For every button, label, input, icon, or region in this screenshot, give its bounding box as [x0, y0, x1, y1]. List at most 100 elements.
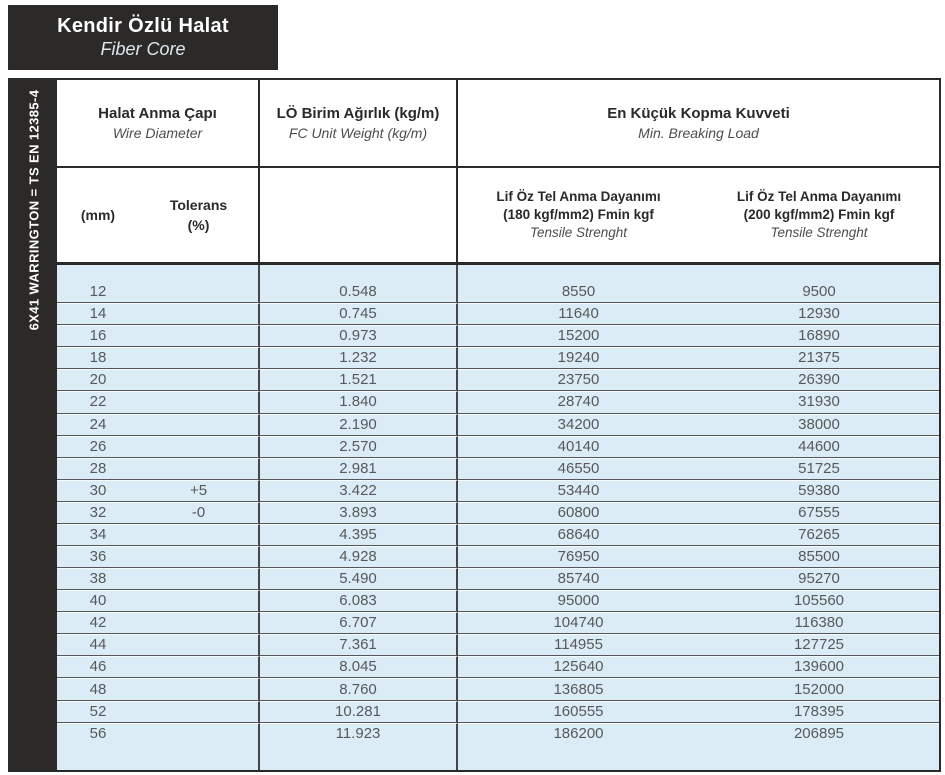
cell-mm: 40: [57, 590, 139, 613]
cell-fmin_180_kgf: 95000: [458, 590, 699, 613]
table-row: 20 1.521 23750 26390: [57, 369, 939, 392]
table-row: 26 2.570 40140 44600: [57, 435, 939, 458]
cell-unit_weight_kg_m: 3.893: [260, 501, 458, 524]
cell-fmin_180_kgf: 114955: [458, 634, 699, 657]
cell-unit_weight_kg_m: 2.570: [260, 435, 458, 458]
cell-fmin_180_kgf: 19240: [458, 347, 699, 370]
cell-fmin_180_kgf: 76950: [458, 546, 699, 569]
cell-mm: 14: [57, 303, 139, 326]
cell-fmin_200_kgf: 67555: [699, 501, 939, 524]
cell-unit_weight_kg_m: 0.973: [260, 325, 458, 348]
cell-fmin_200_kgf: 105560: [699, 590, 939, 613]
cell-unit_weight_kg_m: 2.190: [260, 413, 458, 436]
cell-unit_weight_kg_m: 1.840: [260, 391, 458, 414]
cell-fmin_200_kgf: 26390: [699, 369, 939, 392]
header-row-1: Halat Anma Çapı Wire Diameter LÖ Birim A…: [57, 80, 939, 168]
cell-unit_weight_kg_m: 0.745: [260, 303, 458, 326]
header-f180-en: Tensile Strenght: [529, 225, 628, 240]
table-row: 30 +5 3.422 53440 59380: [57, 479, 939, 502]
header-unit-weight-spacer: [260, 168, 458, 265]
cell-fmin_200_kgf: 51725: [699, 457, 939, 480]
cell-fmin_180_kgf: 23750: [458, 369, 699, 392]
header-tolerance-line2: (%): [187, 217, 210, 233]
table-row: 48 8.760 136805 152000: [57, 678, 939, 701]
cell-unit_weight_kg_m: 7.361: [260, 634, 458, 657]
side-rail-label: 6X41 WARRINGTON = TS EN 12385-4: [26, 89, 41, 331]
cell-unit_weight_kg_m: 3.422: [260, 479, 458, 502]
header-tolerance-line1: Tolerans: [169, 197, 228, 213]
cell-tolerance_pct: [139, 457, 260, 480]
cell-unit_weight_kg_m: 4.928: [260, 546, 458, 569]
cell-tolerance_pct: [139, 391, 260, 414]
cell-fmin_200_kgf: 139600: [699, 656, 939, 679]
header-wire-diameter-tr: Halat Anma Çapı: [98, 104, 217, 122]
side-rail: 6X41 WARRINGTON = TS EN 12385-4: [10, 80, 57, 770]
cell-fmin_180_kgf: 136805: [458, 678, 699, 701]
cell-fmin_200_kgf: 76265: [699, 523, 939, 546]
cell-fmin_200_kgf: 12930: [699, 303, 939, 326]
cell-tolerance_pct: -0: [139, 501, 260, 524]
table-row: 56 11.923 186200 206895: [57, 722, 939, 770]
cell-fmin_200_kgf: 38000: [699, 413, 939, 436]
cell-fmin_180_kgf: 28740: [458, 391, 699, 414]
cell-tolerance_pct: [139, 678, 260, 701]
table-row: 24 2.190 34200 38000: [57, 413, 939, 436]
cell-fmin_180_kgf: 15200: [458, 325, 699, 348]
cell-fmin_180_kgf: 60800: [458, 501, 699, 524]
header-mm: (mm): [57, 168, 139, 265]
header-wire-diameter: Halat Anma Çapı Wire Diameter: [57, 80, 260, 168]
cell-tolerance_pct: [139, 656, 260, 679]
cell-tolerance_pct: [139, 612, 260, 635]
cell-tolerance_pct: [139, 722, 260, 770]
cell-mm: 24: [57, 413, 139, 436]
cell-mm: 28: [57, 457, 139, 480]
cell-mm: 16: [57, 325, 139, 348]
cell-unit_weight_kg_m: 2.981: [260, 457, 458, 480]
spec-table: 6X41 WARRINGTON = TS EN 12385-4 Halat An…: [8, 78, 941, 772]
cell-unit_weight_kg_m: 0.548: [260, 265, 458, 304]
cell-unit_weight_kg_m: 6.083: [260, 590, 458, 613]
header-f200-line1: Lif Öz Tel Anma Dayanımı: [736, 189, 902, 204]
cell-tolerance_pct: [139, 546, 260, 569]
header-breaking-load: En Küçük Kopma Kuvveti Min. Breaking Loa…: [458, 80, 939, 168]
cell-fmin_200_kgf: 59380: [699, 479, 939, 502]
cell-fmin_200_kgf: 16890: [699, 325, 939, 348]
cell-mm: 46: [57, 656, 139, 679]
table-row: 36 4.928 76950 85500: [57, 546, 939, 569]
cell-tolerance_pct: [139, 634, 260, 657]
cell-mm: 52: [57, 700, 139, 723]
cell-unit_weight_kg_m: 1.521: [260, 369, 458, 392]
header-wire-diameter-en: Wire Diameter: [112, 124, 203, 141]
table-row: 46 8.045 125640 139600: [57, 656, 939, 679]
header-breaking-load-en: Min. Breaking Load: [638, 124, 759, 141]
cell-tolerance_pct: [139, 265, 260, 304]
table-row: 12 0.548 8550 9500: [57, 265, 939, 304]
table-row: 16 0.973 15200 16890: [57, 325, 939, 348]
cell-tolerance_pct: [139, 568, 260, 591]
table-row: 32 -0 3.893 60800 67555: [57, 501, 939, 524]
cell-mm: 36: [57, 546, 139, 569]
cell-fmin_180_kgf: 40140: [458, 435, 699, 458]
cell-mm: 20: [57, 369, 139, 392]
header-unit-weight: LÖ Birim Ağırlık (kg/m) FC Unit Weight (…: [260, 80, 458, 168]
cell-unit_weight_kg_m: 8.045: [260, 656, 458, 679]
header-f200: Lif Öz Tel Anma Dayanımı (200 kgf/mm2) F…: [699, 168, 939, 265]
cell-tolerance_pct: [139, 523, 260, 546]
cell-tolerance_pct: [139, 325, 260, 348]
cell-fmin_200_kgf: 44600: [699, 435, 939, 458]
cell-mm: 34: [57, 523, 139, 546]
cell-fmin_200_kgf: 178395: [699, 700, 939, 723]
cell-fmin_180_kgf: 68640: [458, 523, 699, 546]
header-f180-line1: Lif Öz Tel Anma Dayanımı: [496, 189, 661, 204]
cell-fmin_180_kgf: 11640: [458, 303, 699, 326]
cell-fmin_180_kgf: 8550: [458, 265, 699, 304]
table-row: 28 2.981 46550 51725: [57, 457, 939, 480]
cell-fmin_180_kgf: 160555: [458, 700, 699, 723]
table-row: 18 1.232 19240 21375: [57, 347, 939, 370]
header-row-2: (mm) Tolerans (%) Lif Öz Tel Anma Dayanı…: [57, 168, 939, 265]
cell-tolerance_pct: [139, 590, 260, 613]
cell-unit_weight_kg_m: 4.395: [260, 523, 458, 546]
header-f200-line2: (200 kgf/mm2) Fmin kgf: [743, 207, 895, 222]
page-title: Kendir Özlü Halat: [57, 15, 229, 37]
